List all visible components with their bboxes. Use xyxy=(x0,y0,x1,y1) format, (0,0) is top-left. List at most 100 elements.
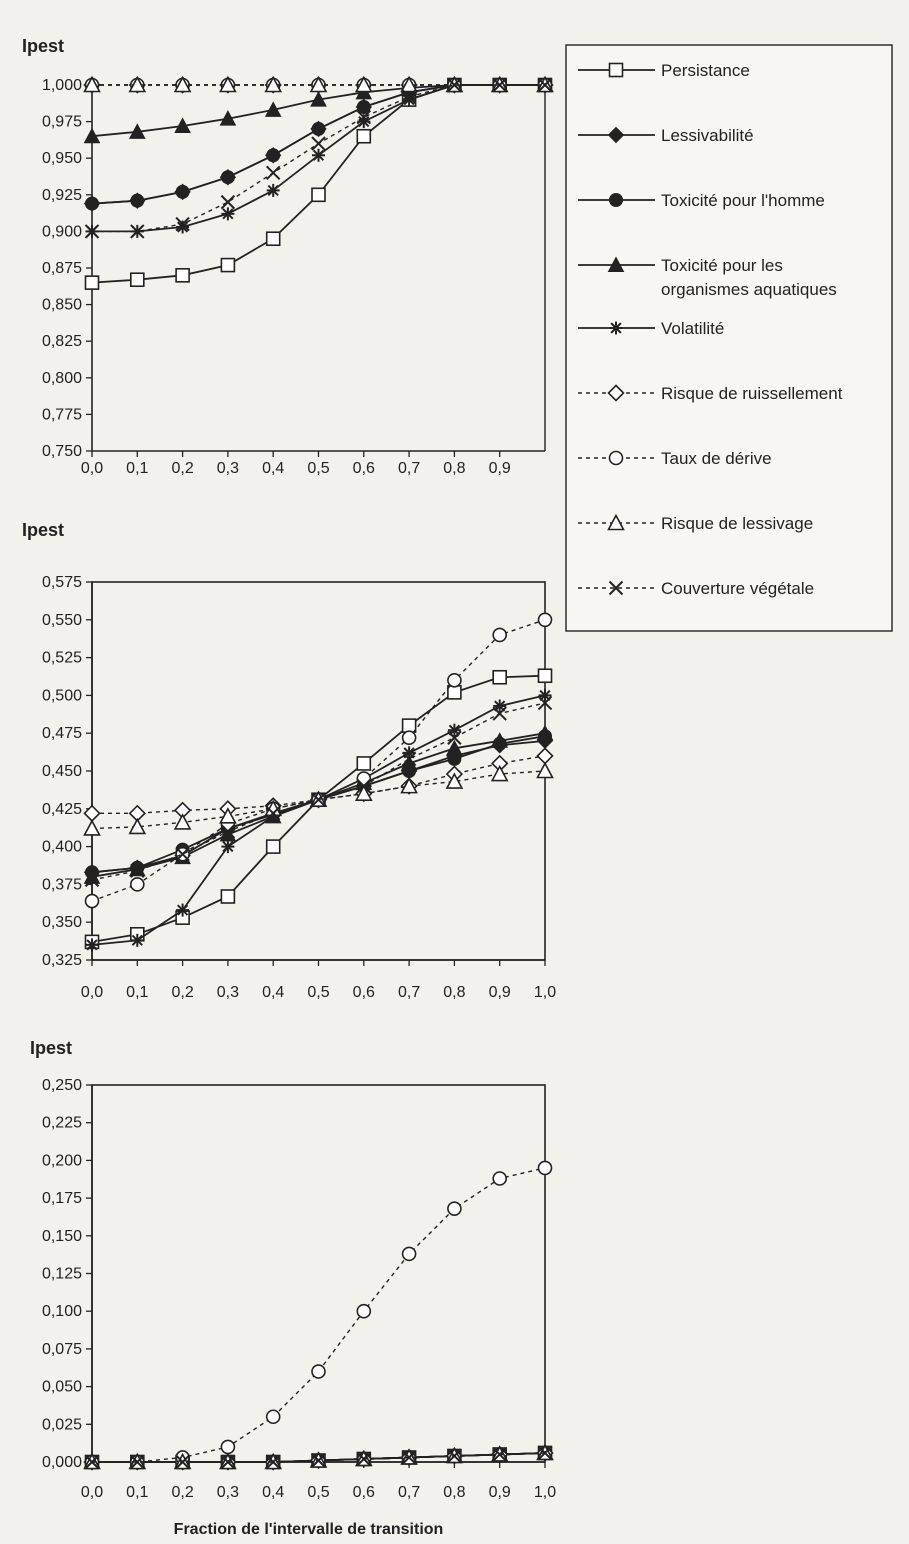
data-point xyxy=(538,688,552,702)
data-point xyxy=(221,840,235,854)
legend-marker xyxy=(607,256,625,272)
legend-entry: Taux de dérive xyxy=(578,449,772,468)
chart-panel-2: 0,325 0,350 0,375 0,400 0,425 0,450 0,475 0,500… xyxy=(22,520,556,1001)
series-6 xyxy=(84,1160,553,1470)
data-point xyxy=(401,718,417,733)
series-7 xyxy=(83,1443,554,1470)
legend-box xyxy=(565,44,893,632)
data-point xyxy=(130,863,145,878)
data-point xyxy=(447,77,462,93)
data-point xyxy=(536,747,554,765)
x-tick-label: 0,0 xyxy=(81,1484,103,1501)
data-point xyxy=(493,699,507,713)
data-point xyxy=(128,75,147,93)
series-0 xyxy=(84,77,553,290)
data-point xyxy=(492,1447,507,1462)
data-point xyxy=(490,764,509,782)
data-point xyxy=(176,903,190,917)
x-axis-title: Fraction de l'intervalle de transition xyxy=(174,1521,444,1538)
data-point xyxy=(447,672,462,688)
y-tick-label: 0,125 xyxy=(42,1266,82,1283)
legend-entry: Risque de ruissellement xyxy=(578,384,843,403)
data-point xyxy=(356,128,372,144)
y-tick-label: 0,325 xyxy=(42,952,82,969)
x-tick-label: 0,1 xyxy=(126,1484,148,1501)
data-point xyxy=(537,695,553,711)
series-line xyxy=(91,84,545,284)
data-point xyxy=(447,1201,462,1216)
data-point xyxy=(85,938,99,952)
legend: Persistance Lessivabilité Toxicité pour l'… xyxy=(565,44,893,632)
y-tick-label: 0,025 xyxy=(42,1416,82,1433)
data-point xyxy=(130,224,145,239)
data-point xyxy=(175,268,190,283)
y-tick-label: 0,175 xyxy=(42,1190,82,1207)
legend-entry: Persistance xyxy=(578,61,750,80)
data-point xyxy=(445,772,464,789)
data-point xyxy=(266,148,281,163)
data-point xyxy=(447,723,461,737)
data-point xyxy=(220,194,236,210)
legend-label: Toxicité pour les xyxy=(661,256,783,275)
y-tick-label: 0,875 xyxy=(42,260,82,277)
legend-marker xyxy=(608,580,624,596)
data-point xyxy=(219,110,237,126)
data-point xyxy=(311,1453,326,1468)
y-tick-label: 0,075 xyxy=(42,1341,82,1358)
data-point xyxy=(220,1454,236,1470)
data-point xyxy=(356,99,371,114)
x-tick-label: 0,1 xyxy=(126,460,148,477)
legend-label: Taux de dérive xyxy=(661,449,772,468)
data-point xyxy=(220,1439,236,1455)
data-point xyxy=(265,1409,281,1425)
data-point xyxy=(84,872,100,888)
data-point xyxy=(83,804,101,822)
x-tick-label: 0,4 xyxy=(262,460,284,477)
x-tick-label: 0,0 xyxy=(81,460,103,477)
data-point xyxy=(84,1454,100,1470)
x-tick-label: 0,2 xyxy=(171,1484,193,1501)
data-point xyxy=(265,1454,281,1470)
legend-entry: Toxicité pour l'homme xyxy=(578,191,825,210)
legend-marker xyxy=(609,321,623,335)
legend-entry: Couverture végétale xyxy=(578,579,814,598)
data-point xyxy=(84,275,100,290)
data-point xyxy=(265,839,281,854)
data-point xyxy=(402,93,416,107)
chart-panels: 0,750 0,775 0,800 0,825 0,850 0,875 0,900 0,925… xyxy=(22,36,556,1538)
y-tick-label: 0,150 xyxy=(42,1228,82,1245)
legend-entry: Lessivabilité xyxy=(578,126,754,145)
legend-marker xyxy=(609,193,623,207)
data-point xyxy=(265,806,281,821)
data-point xyxy=(220,824,236,839)
data-point xyxy=(130,193,145,208)
data-point xyxy=(537,77,553,93)
chart-panel-3: 0,000 0,025 0,050 0,075 0,100 0,125 0,150 0,175… xyxy=(30,1038,556,1538)
y-axis-title: Ipest xyxy=(22,36,64,56)
legend-label: Lessivabilité xyxy=(661,126,754,145)
data-point xyxy=(311,1364,326,1379)
data-point xyxy=(219,75,237,93)
y-tick-label: 0,425 xyxy=(42,801,82,818)
x-tick-label: 0,5 xyxy=(307,460,329,477)
data-point xyxy=(83,819,101,836)
data-point xyxy=(311,792,326,807)
x-tick-label: 0,5 xyxy=(307,984,329,1001)
x-tick-label: 0,7 xyxy=(398,460,420,477)
y-axis-title: Ipest xyxy=(30,1038,72,1058)
data-point xyxy=(83,75,101,93)
legend-label: Risque de ruissellement xyxy=(661,384,843,403)
plot-frame xyxy=(91,1084,546,1463)
x-tick-label: 0,8 xyxy=(443,460,465,477)
data-point xyxy=(537,668,553,684)
data-point xyxy=(537,612,553,628)
y-tick-label: 0,800 xyxy=(42,370,82,387)
x-tick-label: 0,3 xyxy=(217,984,239,1001)
y-tick-label: 0,825 xyxy=(42,333,82,350)
legend-label: Risque de lessivage xyxy=(661,514,813,533)
series-8 xyxy=(84,1445,553,1470)
data-point xyxy=(85,196,99,211)
y-axis-title: Ipest xyxy=(22,520,64,540)
y-tick-label: 0,750 xyxy=(42,443,82,460)
